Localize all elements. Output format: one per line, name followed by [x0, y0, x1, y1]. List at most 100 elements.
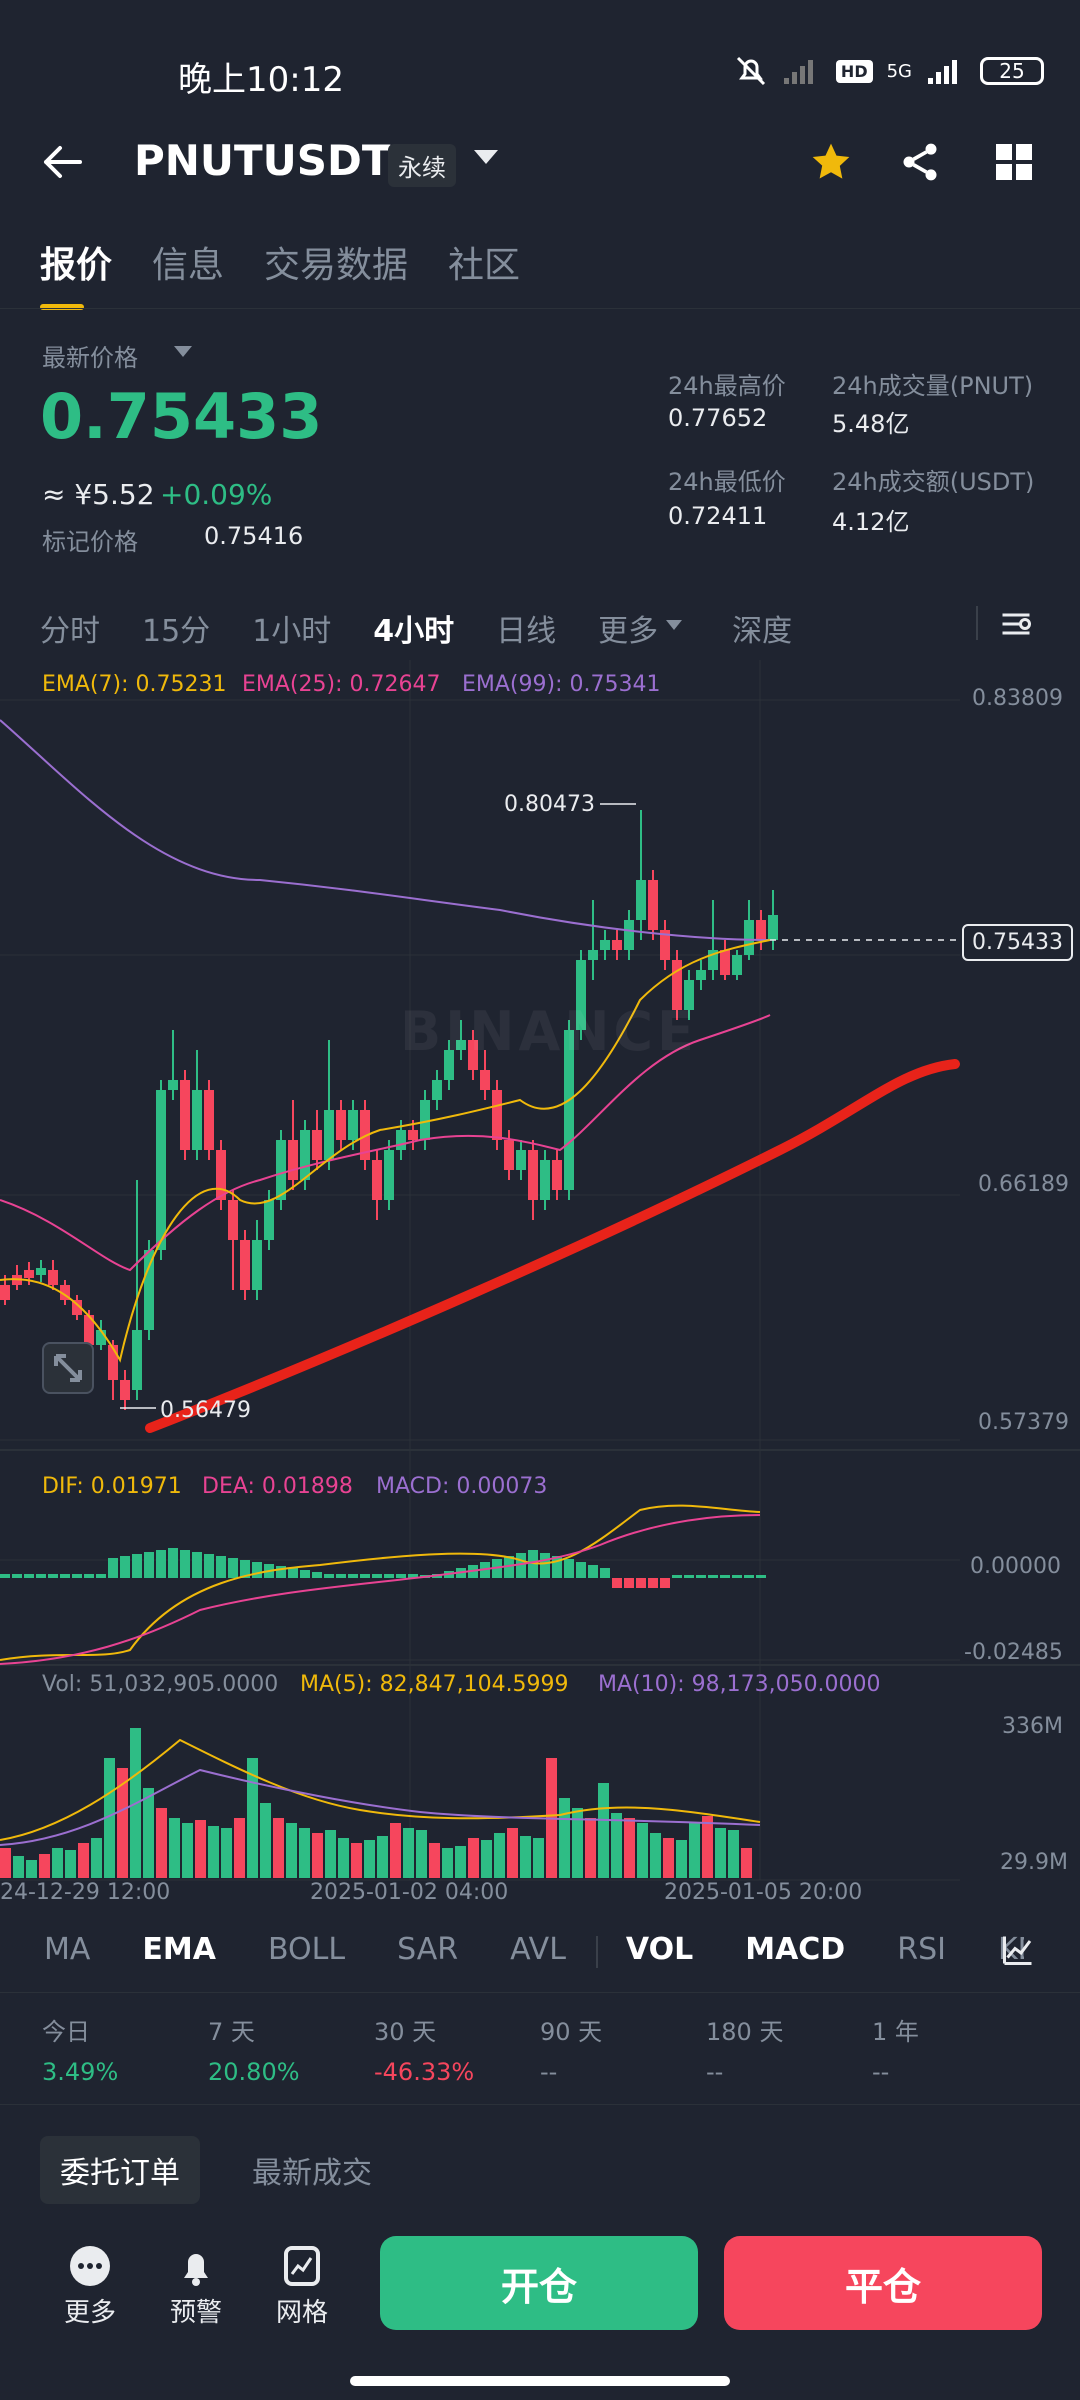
- perf-1y-value: --: [872, 2058, 890, 2086]
- ema25-line: [0, 1014, 771, 1272]
- candle-body: [636, 880, 646, 920]
- candle-body: [684, 980, 694, 1010]
- ind-boll[interactable]: BOLL: [267, 1932, 346, 1967]
- bottom-alert-label: 预警: [169, 2298, 222, 2328]
- volume-bar: [520, 1836, 531, 1878]
- volume-bar: [585, 1818, 596, 1878]
- candle-body: [504, 1140, 514, 1170]
- candle-body: [324, 1110, 334, 1160]
- candle-body: [456, 1040, 466, 1050]
- candle-body: [144, 1250, 154, 1330]
- period-15m[interactable]: 15分: [142, 614, 211, 649]
- period-1d[interactable]: 日线: [496, 614, 557, 649]
- volume-bar: [689, 1823, 700, 1878]
- macd-bar: [120, 1556, 130, 1578]
- volume-bar: [260, 1803, 271, 1878]
- tab-info[interactable]: 信息: [152, 245, 225, 286]
- volume-bar: [65, 1850, 76, 1878]
- tab-quote[interactable]: 报价: [40, 236, 112, 310]
- bell-icon: [184, 2254, 208, 2286]
- vol-axis-bottom: 29.9M: [1000, 1850, 1068, 1875]
- macd-bar: [648, 1578, 658, 1588]
- home-indicator[interactable]: [350, 2376, 730, 2386]
- candle-body: [432, 1080, 442, 1100]
- candle-body: [480, 1070, 490, 1090]
- perf-today-value: 3.49%: [42, 2058, 119, 2086]
- volume-bar: [481, 1840, 492, 1878]
- perf-today-label: 今日: [42, 2018, 90, 2046]
- tab-trading-data[interactable]: 交易数据: [264, 245, 409, 286]
- volume-bar: [650, 1833, 661, 1878]
- symbol-title[interactable]: PNUTUSDT: [134, 136, 391, 185]
- symbol-dropdown-icon[interactable]: [474, 150, 498, 164]
- mark-price-label: 标记价格: [42, 528, 138, 556]
- share-icon[interactable]: [898, 140, 942, 184]
- macd-bar: [756, 1575, 766, 1578]
- bottom-grid-button[interactable]: 网格: [262, 2244, 342, 2354]
- ind-vol[interactable]: VOL: [625, 1932, 694, 1967]
- grid-layout-icon[interactable]: [994, 142, 1034, 182]
- volume-label: 24h成交量(PNUT): [832, 372, 1034, 400]
- macd-bar: [324, 1574, 334, 1578]
- period-4h[interactable]: 4小时: [373, 614, 455, 649]
- volume-bar: [533, 1838, 544, 1878]
- candle-body: [660, 930, 670, 960]
- volume-bar: [299, 1828, 310, 1878]
- candle-body: [768, 915, 778, 940]
- volume-bar: [663, 1838, 674, 1878]
- back-arrow-icon[interactable]: [40, 140, 84, 184]
- star-favorite-icon[interactable]: [808, 140, 854, 184]
- tab-latest-trades[interactable]: 最新成交: [252, 2156, 372, 2191]
- period-1h[interactable]: 1小时: [252, 614, 332, 649]
- kline-chart[interactable]: [0, 660, 1080, 1900]
- ind-ma[interactable]: MA: [44, 1932, 91, 1967]
- ind-ema[interactable]: EMA: [142, 1932, 216, 1967]
- price-type-dropdown-icon[interactable]: [174, 346, 192, 357]
- chart-settings-icon[interactable]: [998, 606, 1034, 642]
- macd-bar: [240, 1560, 250, 1578]
- macd-bar: [696, 1575, 706, 1578]
- tab-open-orders[interactable]: 委托订单: [40, 2136, 200, 2204]
- period-more[interactable]: 更多: [598, 614, 659, 649]
- more-dropdown-icon[interactable]: [666, 620, 683, 630]
- volume-bar: [728, 1830, 739, 1878]
- volume-bar: [182, 1823, 193, 1878]
- status-icons: HD 5G 25: [734, 54, 1044, 88]
- candle-body: [696, 970, 706, 980]
- period-timeline[interactable]: 分时: [40, 614, 100, 649]
- candle-body: [252, 1240, 262, 1290]
- ind-avl[interactable]: AVL: [510, 1932, 566, 1967]
- macd-bar: [180, 1550, 190, 1578]
- indicator-divider: [0, 1992, 1080, 1993]
- volume-bar: [702, 1816, 713, 1878]
- macd-bar: [360, 1574, 370, 1578]
- tab-community[interactable]: 社区: [448, 245, 521, 286]
- amount-label: 24h成交额(USDT): [832, 468, 1035, 496]
- ind-kd[interactable]: KD: [997, 1932, 1024, 1967]
- volume-bar: [312, 1833, 323, 1878]
- ind-macd[interactable]: MACD: [745, 1932, 846, 1967]
- candle-body: [732, 955, 742, 975]
- volume-bar: [234, 1818, 245, 1878]
- candle-body: [744, 920, 754, 955]
- mute-bell-icon: [736, 56, 765, 86]
- indicator-settings-icon[interactable]: [1000, 1932, 1036, 1968]
- bottom-more-button[interactable]: 更多: [50, 2244, 130, 2354]
- period-depth[interactable]: 深度: [732, 614, 793, 649]
- open-position-button[interactable]: 开仓: [380, 2236, 698, 2330]
- low-marker-label: 0.56479: [160, 1398, 251, 1423]
- last-price-label[interactable]: 最新价格: [42, 344, 138, 372]
- fullscreen-button[interactable]: [42, 1342, 94, 1394]
- candle-body: [264, 1200, 274, 1240]
- price-axis-bottom: 0.57379: [978, 1410, 1069, 1435]
- vol-ma5-line: [0, 1738, 761, 1841]
- high-value: 0.77652: [668, 404, 768, 432]
- signal-strong-icon: [928, 60, 957, 84]
- ind-rsi[interactable]: RSI: [897, 1932, 946, 1967]
- macd-bar: [276, 1566, 286, 1578]
- candle-body: [48, 1270, 58, 1285]
- ind-sar[interactable]: SAR: [397, 1932, 459, 1967]
- close-position-button[interactable]: 平仓: [724, 2236, 1042, 2330]
- candle-body: [300, 1130, 310, 1180]
- bottom-alert-button[interactable]: 预警: [156, 2244, 236, 2354]
